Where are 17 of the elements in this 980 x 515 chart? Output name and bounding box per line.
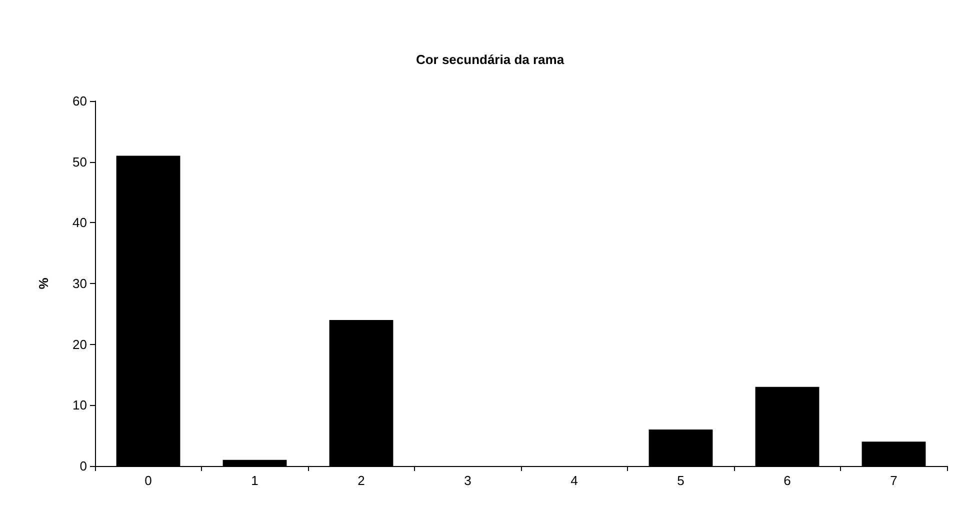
x-tick-label: 3: [464, 473, 472, 488]
x-tick-label: 4: [570, 473, 578, 488]
x-tick-label: 5: [677, 473, 684, 488]
y-axis-title: %: [36, 277, 51, 290]
y-tick-label: 30: [72, 276, 87, 291]
y-tick-label: 50: [72, 154, 87, 170]
x-tick-label: 1: [251, 473, 258, 488]
y-tick-label: 10: [72, 398, 87, 413]
x-tick-label: 2: [358, 473, 365, 488]
y-tick-label: 40: [72, 215, 87, 230]
x-tick-label: 0: [144, 473, 152, 488]
x-tick-label: 7: [890, 473, 898, 488]
y-tick-label: 0: [80, 458, 87, 474]
x-tick-label: 6: [784, 473, 791, 488]
y-tick-label: 60: [72, 94, 87, 108]
chart-title: Cor secundária da rama: [416, 52, 565, 67]
y-tick-label: 20: [72, 336, 87, 352]
